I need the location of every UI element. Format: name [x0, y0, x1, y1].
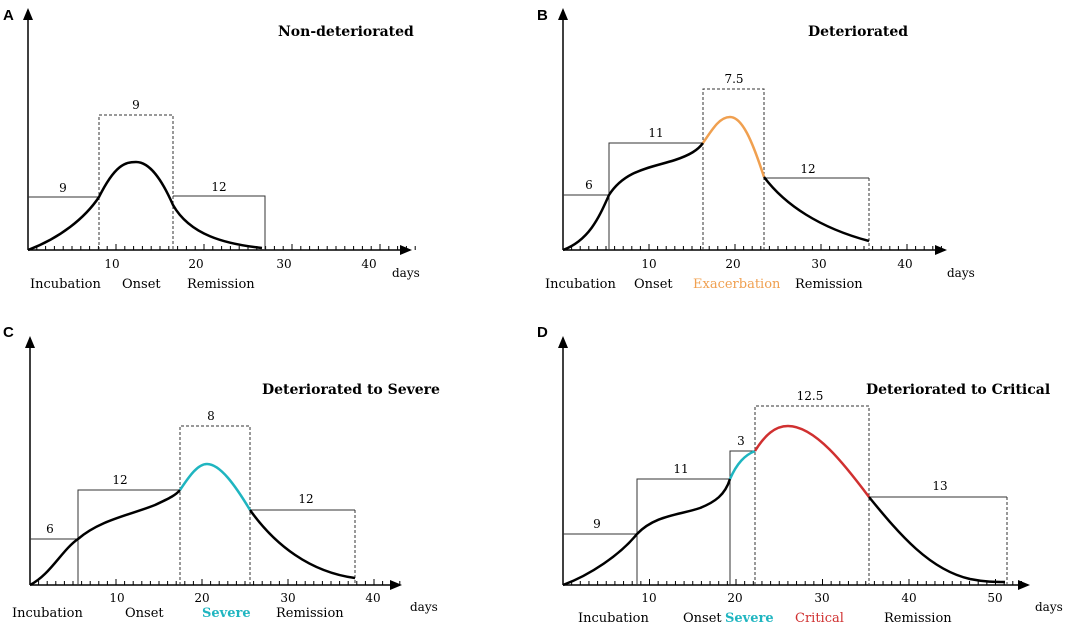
- panel-title: Deteriorated to Critical: [866, 382, 1050, 398]
- tick-label: 40: [901, 591, 916, 605]
- panel-a: A Non-deteriorated 10 20 30 40 days 9 9 …: [3, 7, 420, 292]
- duration-label: 11: [648, 126, 663, 140]
- duration-label: 3: [737, 434, 745, 448]
- duration-label: 9: [132, 98, 140, 112]
- tick-label: 30: [280, 591, 295, 605]
- duration-label: 9: [59, 181, 67, 195]
- symptom-curve: [27, 160, 263, 252]
- x-axis-minor-ticks: [571, 244, 942, 250]
- duration-label: 12: [800, 162, 815, 176]
- duration-label: 6: [46, 522, 54, 536]
- duration-label: 12: [211, 180, 226, 194]
- panel-b: B Deteriorated 10 20 30 40 days 6 11 7.5…: [537, 7, 975, 292]
- duration-label: 11: [673, 462, 688, 476]
- duration-label: 6: [585, 178, 593, 192]
- bracket-onset: [98, 114, 174, 250]
- days-label: days: [947, 266, 975, 280]
- duration-label: 12: [298, 492, 313, 506]
- stage-label: Incubation: [12, 606, 83, 621]
- remission-curve: [248, 509, 356, 580]
- tick-label: 20: [727, 591, 742, 605]
- duration-brackets: [30, 425, 356, 585]
- stage-label: Remission: [795, 277, 863, 292]
- duration-label: 12.5: [797, 389, 824, 403]
- symptom-curve: [29, 489, 181, 587]
- tick-label: 10: [104, 257, 119, 271]
- severe-curve: [728, 449, 756, 480]
- duration-brackets: [563, 88, 870, 250]
- stage-label: Remission: [884, 611, 952, 626]
- panel-title: Deteriorated to Severe: [262, 382, 440, 398]
- tick-label: 10: [641, 591, 656, 605]
- tick-label: 20: [194, 591, 209, 605]
- tick-label: 10: [109, 591, 124, 605]
- duration-label: 8: [207, 409, 215, 423]
- tick-label: 20: [188, 257, 203, 271]
- stage-label: Onset: [125, 606, 164, 621]
- stage-label: Exacerbation: [693, 277, 781, 292]
- days-label: days: [392, 266, 420, 280]
- x-axis-minor-ticks: [36, 244, 416, 250]
- duration-label: 13: [932, 479, 947, 493]
- tick-label: 30: [811, 257, 826, 271]
- duration-brackets: [28, 114, 266, 250]
- days-label: days: [1035, 600, 1063, 614]
- tick-label: 30: [814, 591, 829, 605]
- days-label: days: [410, 600, 438, 614]
- duration-label: 12: [112, 473, 127, 487]
- severe-curve: [178, 462, 252, 511]
- panel-title: Deteriorated: [808, 24, 908, 40]
- panel-letter: B: [537, 7, 548, 24]
- stage-label: Incubation: [545, 277, 616, 292]
- symptom-curve: [562, 142, 705, 252]
- panel-letter: A: [3, 7, 14, 24]
- tick-label: 50: [987, 591, 1002, 605]
- tick-label: 40: [897, 257, 912, 271]
- x-axis-minor-ticks: [38, 579, 401, 585]
- duration-brackets: [563, 405, 1008, 585]
- stage-label: Onset: [122, 277, 161, 292]
- stage-label: Onset: [634, 277, 673, 292]
- stage-label: Remission: [187, 277, 255, 292]
- panel-title: Non-deteriorated: [278, 24, 414, 40]
- stage-label: Incubation: [578, 611, 649, 626]
- stage-label: Incubation: [30, 277, 101, 292]
- tick-label: 40: [361, 257, 376, 271]
- tick-label: 10: [641, 257, 656, 271]
- panel-letter: D: [537, 324, 548, 341]
- stage-label: Onset: [683, 611, 722, 626]
- stage-label: Severe: [725, 611, 774, 626]
- tick-label: 30: [276, 257, 291, 271]
- symptom-curve: [562, 478, 732, 587]
- duration-label: 7.5: [724, 72, 743, 86]
- stage-label: Critical: [795, 611, 844, 626]
- duration-label: 9: [593, 517, 601, 531]
- panel-d: D Deteriorated to Critical 10 20 30 40 5…: [537, 324, 1063, 626]
- stage-label: Severe: [202, 606, 251, 621]
- tick-label: 40: [365, 591, 380, 605]
- remission-curve: [763, 176, 870, 243]
- remission-curve: [868, 496, 1006, 584]
- tick-label: 20: [725, 257, 740, 271]
- panel-letter: C: [3, 324, 14, 341]
- exacerbation-curve: [701, 115, 766, 178]
- stage-label: Remission: [276, 606, 344, 621]
- panel-c: C Deteriorated to Severe 10 20 30 40 day…: [3, 324, 440, 621]
- x-axis-minor-ticks: [571, 579, 1022, 585]
- critical-curve: [753, 424, 870, 498]
